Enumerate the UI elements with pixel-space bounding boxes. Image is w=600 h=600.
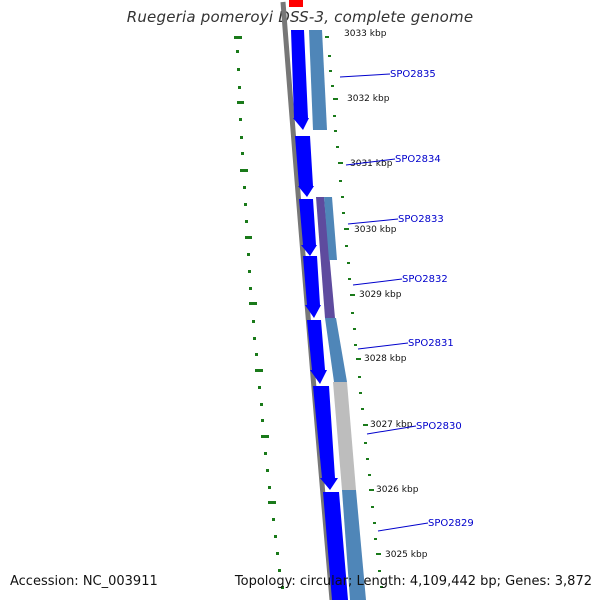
kbp-label: 3033 kbp (344, 29, 387, 39)
cds-arrow (291, 30, 309, 130)
ruler-labels: 3033 kbp 3032 kbp 3031 kbp 3030 kbp 3029… (344, 29, 428, 560)
kbp-label: 3029 kbp (359, 290, 402, 300)
feature-track (309, 30, 366, 600)
gene-label-spo2834: SPO2834 (395, 154, 441, 165)
gene-labels: SPO2835 SPO2834 SPO2833 SPO2832 SPO2831 … (390, 69, 474, 529)
cds-arrow (307, 320, 327, 384)
cds-arrow (299, 199, 317, 256)
gene-label-spo2835: SPO2835 (390, 69, 436, 80)
cds-arrow (323, 492, 348, 600)
gene-label-spo2830: SPO2830 (416, 421, 462, 432)
origin-marker (289, 0, 303, 7)
kbp-label: 3026 kbp (376, 485, 419, 495)
map-title: Ruegeria pomeroyi DSS-3, complete genome (126, 8, 474, 26)
cds-arrow (295, 136, 314, 197)
gene-label-spo2832: SPO2832 (402, 274, 448, 285)
gene-label-spo2833: SPO2833 (398, 214, 444, 225)
kbp-label: 3025 kbp (385, 550, 428, 560)
accession-label: Accession: NC_003911 (10, 574, 158, 589)
gc-skew-track (234, 36, 284, 589)
kbp-label: 3030 kbp (354, 225, 397, 235)
kbp-label: 3027 kbp (370, 420, 413, 430)
cds-arrow (303, 256, 321, 318)
kbp-label: 3028 kbp (364, 354, 407, 364)
gene-leaders (339, 73, 429, 532)
gene-label-spo2831: SPO2831 (408, 338, 454, 349)
cds-track (291, 30, 348, 600)
genome-summary: Topology: circular; Length: 4,109,442 bp… (234, 574, 592, 589)
cds-arrow (313, 386, 338, 490)
gene-label-spo2829: SPO2829 (428, 518, 474, 529)
kbp-label: 3032 kbp (347, 94, 390, 104)
kbp-label: 3031 kbp (350, 159, 393, 169)
ruler-ticks (325, 36, 383, 588)
